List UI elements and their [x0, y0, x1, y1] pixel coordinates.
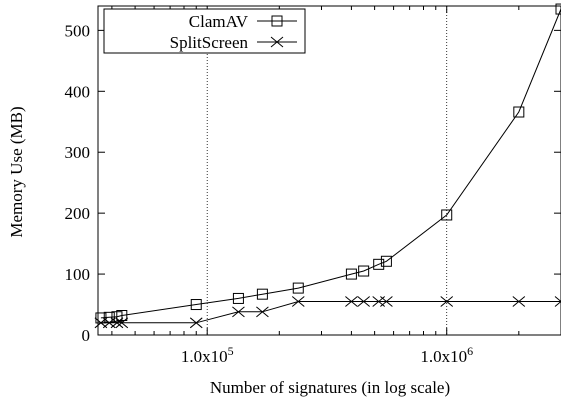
marker-stroke	[380, 296, 393, 307]
plot-area-frame	[97, 5, 561, 336]
legend-swatch-splitscreen	[257, 36, 297, 48]
data-point-splitscreen	[512, 296, 526, 307]
marker-stroke	[440, 296, 454, 307]
x-tick-label: 1.0x105	[181, 344, 234, 366]
data-point-clamav	[358, 265, 370, 277]
data-point-clamav	[232, 292, 244, 304]
legend-marker-clamav	[271, 15, 283, 27]
y-tick-label: 100	[65, 265, 91, 284]
legend-label-clamav: ClamAV	[189, 12, 249, 31]
marker-stroke	[554, 296, 561, 303]
data-point-splitscreen	[291, 296, 305, 307]
x-tick-label: 1.0x106	[420, 344, 473, 366]
data-point-clamav	[380, 255, 392, 267]
data-point-clamav	[441, 209, 453, 221]
data-point-splitscreen	[357, 296, 370, 307]
y-tick-label: 500	[65, 21, 91, 40]
data-point-clamav	[555, 3, 561, 15]
data-point-splitscreen	[256, 306, 269, 318]
marker-stroke	[189, 317, 203, 329]
marker-stroke	[357, 296, 370, 307]
data-point-splitscreen	[440, 296, 454, 307]
data-point-clamav	[116, 310, 128, 322]
y-tick-label: 400	[65, 82, 91, 101]
legend-label-splitscreen: SplitScreen	[170, 33, 249, 52]
series-line-splitscreen	[100, 301, 561, 324]
series-line-clamav	[100, 8, 561, 319]
marker-stroke	[110, 317, 124, 329]
marker-stroke	[512, 296, 526, 307]
data-point-splitscreen	[554, 296, 561, 307]
data-point-splitscreen	[110, 317, 124, 329]
data-point-splitscreen	[345, 296, 358, 307]
y-tick-label: 0	[82, 326, 91, 345]
marker-stroke	[345, 296, 358, 307]
reference-lines	[206, 6, 448, 335]
legend: ClamAV SplitScreen	[103, 8, 306, 54]
series-group	[94, 3, 561, 329]
legend-swatch-clamav	[257, 15, 297, 27]
data-point-clamav	[513, 106, 525, 118]
marker-stroke	[115, 317, 129, 329]
data-point-clamav	[292, 282, 304, 294]
data-point-splitscreen	[189, 317, 203, 329]
marker-stroke	[291, 296, 305, 307]
series-splitscreen	[94, 296, 561, 329]
marker-stroke	[256, 306, 269, 318]
x-axis-title: Number of signatures (in log scale)	[210, 378, 450, 397]
legend-marker-splitscreen	[270, 36, 284, 48]
data-point-splitscreen	[115, 317, 129, 329]
data-point-clamav	[256, 288, 268, 300]
data-point-splitscreen	[232, 306, 245, 318]
data-point-splitscreen	[380, 296, 393, 307]
axis-ticks: 0 100 200 300 400 500 1.0x105 1.0x106	[65, 6, 561, 366]
data-point-clamav	[190, 299, 202, 311]
data-point-clamav	[373, 258, 385, 270]
marker-stroke	[232, 306, 245, 318]
marker-stroke	[554, 300, 561, 307]
marker-stroke	[270, 36, 284, 48]
series-clamav	[95, 3, 561, 324]
data-point-clamav	[345, 268, 357, 280]
y-tick-label: 200	[65, 204, 91, 223]
y-tick-label: 300	[65, 143, 91, 162]
y-axis-title: Memory Use (MB)	[7, 106, 26, 237]
